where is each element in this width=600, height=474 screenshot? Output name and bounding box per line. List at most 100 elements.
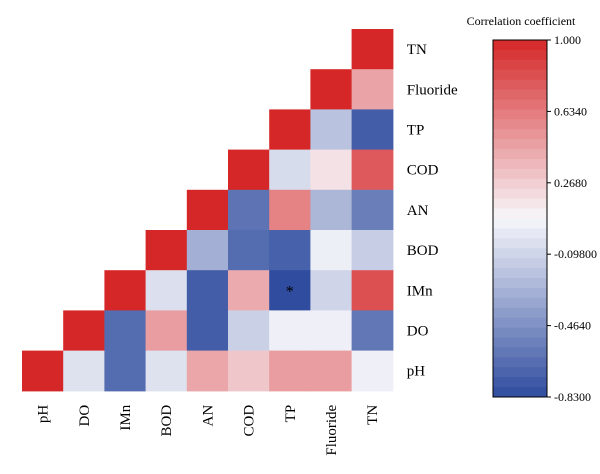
x-tick-label: AN — [200, 405, 216, 427]
colorbar-step — [493, 327, 547, 338]
colorbar-step — [493, 188, 547, 200]
colorbar-step — [493, 178, 547, 190]
heatmap-cell-imn-tp — [269, 270, 311, 311]
heatmap-cell-tp-fluoride — [310, 109, 353, 151]
heatmap-cell-do-tp — [269, 310, 311, 352]
x-tick-label: pH — [36, 405, 52, 424]
colorbar-tick-label: 0.6340 — [554, 104, 587, 118]
heatmap-cell-cod-cod — [228, 149, 270, 191]
y-axis-tick-labels: TN Fluoride TP COD AN BOD IMn DO pH — [407, 42, 458, 380]
colorbar-title: Correlation coefficient — [467, 14, 576, 28]
heatmap-cell-do-bod — [145, 310, 188, 352]
colorbar-step — [493, 40, 547, 51]
colorbar-step — [493, 268, 547, 279]
heatmap-cell-ph-tn — [351, 350, 394, 392]
colorbar-step — [493, 99, 547, 110]
heatmap-cell-imn-an — [186, 270, 229, 311]
colorbar-step — [493, 307, 547, 319]
y-tick-label: COD — [407, 163, 439, 179]
colorbar-step — [493, 159, 547, 170]
colorbar-tick-label: -0.4640 — [554, 319, 591, 333]
x-tick-label: DO — [77, 405, 93, 427]
heatmap-cell-ph-imn — [104, 350, 147, 392]
x-tick-label: IMn — [118, 404, 134, 430]
colorbar-step — [493, 149, 547, 160]
y-tick-label: Fluoride — [407, 82, 458, 98]
colorbar-step — [493, 377, 547, 388]
y-tick-label: TP — [407, 123, 425, 139]
colorbar-tick-labels: 1.000 0.6340 0.2680 -0.09800 -0.4640 -0.8300 — [547, 33, 597, 404]
heatmap-cell-bod-bod — [145, 230, 188, 271]
heatmap-cell-imn-imn — [104, 270, 147, 311]
colorbar-step — [493, 198, 547, 210]
colorbar-step — [493, 387, 547, 398]
x-tick-label: TP — [283, 405, 299, 423]
colorbar-step — [493, 278, 547, 289]
heatmap-cell-do-an — [186, 310, 229, 352]
colorbar-step — [493, 367, 547, 378]
heatmap-cell-do-cod — [228, 310, 270, 352]
heatmap-cell-do-imn — [104, 310, 147, 352]
colorbar-step — [493, 238, 547, 249]
colorbar-step — [493, 79, 547, 91]
heatmap-cell-bod-cod — [228, 230, 270, 271]
colorbar-step — [493, 337, 547, 348]
x-axis-tick-labels: pH DO IMn BOD AN COD TP Fluoride TN — [36, 404, 382, 455]
heatmap-cell-bod-an — [186, 230, 229, 271]
heatmap-cell-cod-fluoride — [310, 149, 353, 191]
heatmap-cell-an-tp — [269, 189, 311, 231]
heatmap-cell-an-fluoride — [310, 189, 353, 231]
heatmap-cell-bod-tn — [351, 230, 394, 271]
heatmap-cell-cod-tp — [269, 149, 311, 191]
heatmap-cell-fluoride-fluoride — [310, 69, 353, 110]
y-tick-label: BOD — [407, 243, 439, 259]
heatmap-cell-an-cod — [228, 189, 270, 231]
colorbar-tick-label: 0.2680 — [554, 176, 587, 190]
colorbar-step — [493, 139, 547, 150]
heatmap-cell-ph-fluoride — [310, 350, 353, 392]
colorbar-step — [493, 69, 547, 81]
x-tick-label: COD — [242, 405, 258, 437]
heatmap-cell-imn-tn — [351, 270, 394, 311]
colorbar-step — [493, 119, 547, 130]
colorbar-step — [493, 287, 547, 299]
x-tick-label: Fluoride — [324, 404, 340, 455]
colorbar-step — [493, 49, 547, 61]
heatmap-cell-do-tn — [351, 310, 394, 352]
heatmap-cell-tp-tp — [269, 109, 311, 151]
y-tick-label: DO — [407, 324, 429, 340]
heatmap-cell-ph-cod — [228, 350, 270, 392]
heatmap-cell-ph-tp — [269, 350, 311, 392]
heatmap-cell-ph-ph — [22, 350, 64, 392]
colorbar-step — [493, 228, 547, 239]
heatmap-cell-tp-tn — [351, 109, 394, 151]
heatmap-cell-ph-do — [63, 350, 105, 392]
significance-marker: * — [286, 283, 294, 300]
colorbar-tick-label: -0.8300 — [554, 390, 591, 404]
heatmap-cell-tn-tn — [351, 29, 394, 70]
heatmap-cell-imn-cod — [228, 270, 270, 311]
colorbar-step — [493, 357, 547, 368]
colorbar-step — [493, 218, 547, 229]
heatmap-cell-an-an — [186, 189, 229, 231]
heatmap-cell-an-tn — [351, 189, 394, 231]
colorbar-tick-label: 1.000 — [554, 33, 581, 47]
colorbar-step — [493, 258, 547, 269]
colorbar-step — [493, 208, 547, 219]
colorbar — [492, 39, 548, 398]
heatmap-cell-imn-bod — [145, 270, 188, 311]
colorbar-step — [493, 248, 547, 259]
heatmap-cell-do-do — [63, 310, 105, 352]
heatmap-cell-bod-tp — [269, 230, 311, 271]
heatmap-annotations: * — [286, 283, 294, 300]
colorbar-step — [493, 168, 547, 180]
colorbar-step — [493, 89, 547, 100]
colorbar-step — [493, 347, 547, 358]
y-tick-label: TN — [407, 42, 427, 58]
heatmap-cell-ph-an — [186, 350, 229, 392]
heatmap-cell-cod-tn — [351, 149, 394, 191]
heatmap-cell-bod-fluoride — [310, 230, 353, 271]
colorbar-step — [493, 297, 547, 309]
